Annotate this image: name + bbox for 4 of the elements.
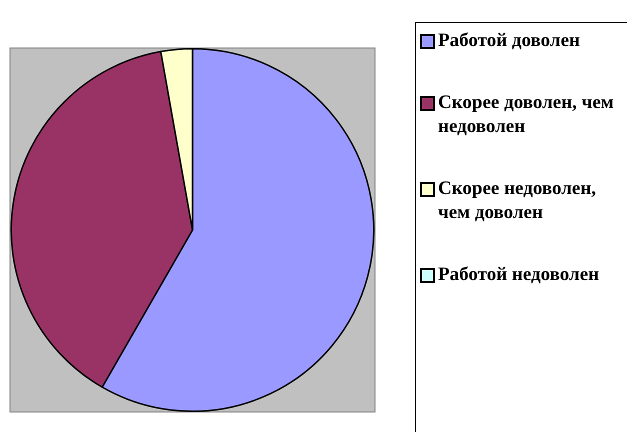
legend-label: Скорее недоволен, чем доволен xyxy=(438,177,598,225)
legend-label: Работой недоволен xyxy=(438,263,600,287)
legend-label: Скорее доволен, чем недоволен xyxy=(438,91,615,139)
legend-label: Работой доволен xyxy=(438,29,580,53)
